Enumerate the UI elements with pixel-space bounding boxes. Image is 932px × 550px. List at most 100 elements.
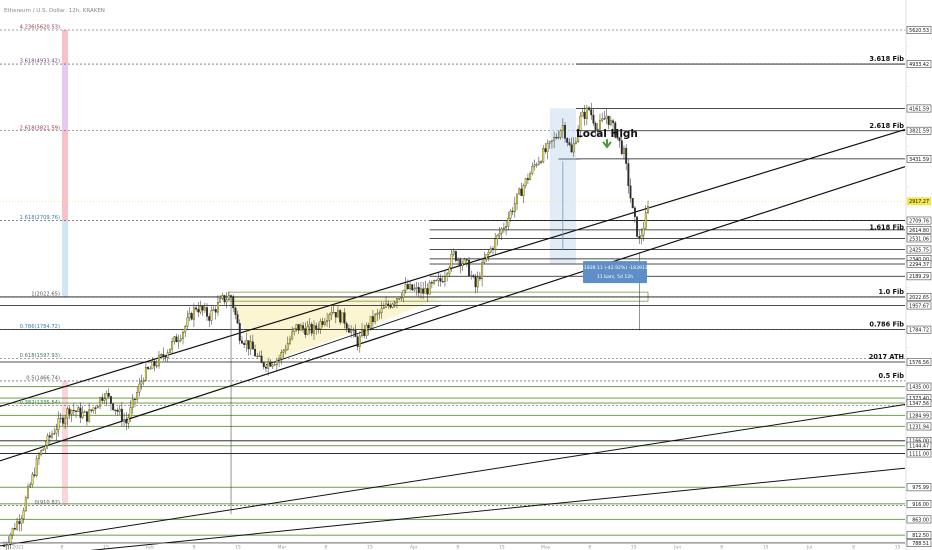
candle	[483, 251, 486, 265]
candle	[151, 357, 154, 369]
candle	[511, 207, 514, 216]
time-axis-label: 15	[499, 545, 505, 550]
candle	[269, 359, 272, 367]
candle	[332, 305, 335, 314]
candle	[27, 483, 29, 500]
candle	[356, 334, 359, 351]
candle	[35, 455, 38, 478]
candle	[282, 348, 285, 359]
price-axis-label: 2425.75	[906, 245, 932, 253]
time-axis-label: 8	[852, 545, 855, 550]
candle	[337, 305, 339, 318]
candle	[101, 393, 104, 404]
time-axis-label: Jun	[673, 545, 681, 550]
fib-level-label: 1.618(2709.76)	[20, 215, 60, 221]
candle	[326, 312, 329, 327]
svg-text:1144.47: 1144.47	[909, 444, 929, 450]
candle	[492, 246, 494, 255]
candle	[140, 374, 143, 390]
candle	[306, 320, 309, 336]
svg-text:3821.59: 3821.59	[909, 129, 929, 135]
svg-text:1231.94: 1231.94	[909, 424, 929, 430]
candle	[616, 137, 619, 141]
time-axis-label: May	[541, 545, 551, 550]
candle	[627, 158, 630, 194]
candle	[365, 322, 368, 339]
candle	[420, 281, 422, 299]
svg-text:2917.27: 2917.27	[909, 199, 929, 205]
candle	[592, 109, 595, 127]
candle	[540, 160, 542, 165]
svg-text:975.99: 975.99	[912, 485, 929, 491]
candle	[48, 432, 51, 444]
candle	[347, 324, 350, 333]
candle	[243, 340, 246, 349]
svg-text:863.00: 863.00	[912, 517, 929, 523]
candle	[160, 352, 163, 359]
candle	[524, 177, 527, 189]
candle	[310, 321, 313, 337]
candle	[116, 407, 119, 416]
candle	[110, 395, 112, 411]
candle	[548, 140, 551, 149]
candle	[302, 322, 305, 333]
svg-text:812.50: 812.50	[912, 533, 929, 539]
candle	[147, 365, 150, 371]
candle	[138, 377, 141, 397]
candle	[31, 471, 34, 488]
price-axis-label: 2709.76	[906, 216, 932, 224]
candle	[385, 296, 387, 309]
candle	[144, 362, 147, 382]
candle	[507, 211, 510, 230]
candle	[400, 292, 403, 302]
candle	[437, 272, 440, 287]
candle	[175, 333, 178, 343]
candle	[424, 280, 427, 294]
candle	[236, 310, 239, 324]
time-axis-label: Feb	[146, 545, 154, 550]
candle	[190, 311, 193, 321]
candle	[498, 227, 501, 239]
fib-right-label: 2017 ATH	[869, 353, 904, 361]
candle	[537, 156, 540, 166]
candle	[199, 300, 202, 315]
candle	[75, 409, 78, 419]
candle	[599, 113, 601, 137]
candle	[531, 162, 534, 176]
measure-text: 11 bars, 5d 12h	[597, 274, 633, 280]
candle	[404, 277, 407, 294]
candle	[509, 209, 512, 222]
candle	[214, 306, 217, 320]
candle	[520, 182, 523, 196]
candle	[166, 349, 169, 362]
time-axis-label: 15	[235, 545, 241, 550]
candle	[570, 137, 573, 153]
candle	[345, 321, 348, 333]
candle	[107, 388, 110, 399]
trendline-upper	[0, 128, 906, 408]
candle	[603, 111, 606, 120]
candle	[59, 413, 62, 423]
candle	[238, 319, 241, 345]
candle	[42, 448, 45, 451]
candle	[203, 302, 206, 313]
measure-box	[583, 261, 647, 284]
candle	[553, 131, 556, 149]
measure-text: -1839.11 (-42.92%) -183911	[582, 265, 648, 271]
candle	[354, 324, 357, 337]
candle	[291, 326, 294, 341]
candle	[374, 312, 377, 325]
candle	[542, 145, 545, 164]
fib-band-base	[62, 380, 68, 506]
candle	[422, 281, 425, 300]
candle	[395, 297, 398, 309]
candle	[293, 327, 296, 336]
price-axis-label: 1347.56	[906, 399, 932, 407]
svg-text:2709.76: 2709.76	[909, 218, 929, 224]
price-axis-label: 4933.42	[906, 60, 932, 68]
candle	[57, 411, 60, 437]
candle	[251, 334, 254, 350]
price-axis-label: 2531.06	[906, 234, 932, 242]
fib-level-label: 0.382(1335.54)	[20, 400, 60, 406]
